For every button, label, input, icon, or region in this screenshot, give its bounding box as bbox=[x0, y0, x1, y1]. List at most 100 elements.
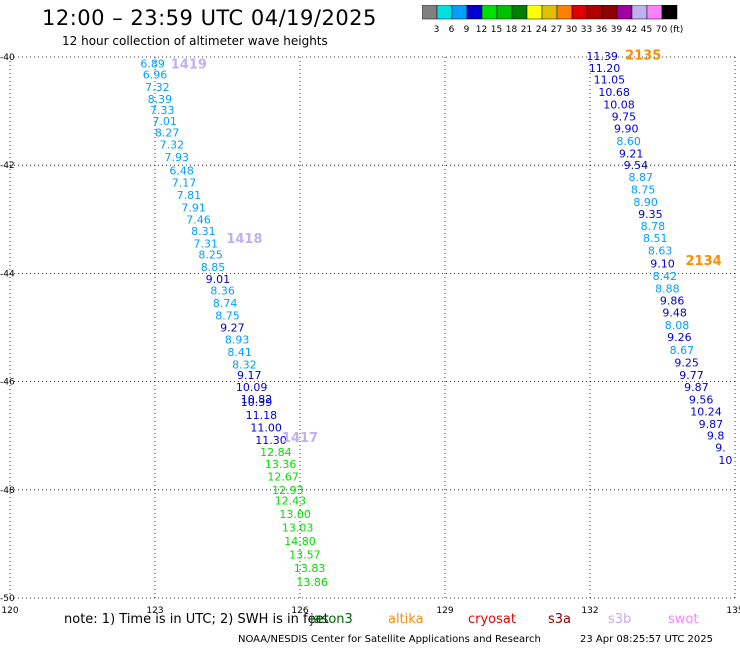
color-scale-label: 42 bbox=[626, 25, 637, 35]
color-scale-label: 70 bbox=[656, 25, 668, 35]
data-point-label: 11.18 bbox=[246, 409, 278, 422]
data-point-label: 10.24 bbox=[690, 405, 722, 418]
data-point-label: 8.67 bbox=[670, 344, 695, 357]
data-point-label: 9.75 bbox=[612, 111, 637, 124]
data-point-label: 9.27 bbox=[220, 322, 245, 335]
data-point-label: 7.81 bbox=[177, 189, 202, 202]
data-point-label: 9.87 bbox=[684, 381, 709, 394]
data-point-label: 8.08 bbox=[665, 319, 690, 332]
data-point-label: 8.85 bbox=[201, 261, 226, 274]
wave-height-plot: 120 123 126 129 132 135 -40 -42 -44 -46 -48 -50 6.89… bbox=[0, 48, 740, 616]
color-scale-label: 27 bbox=[551, 25, 562, 35]
data-point-label: 11.00 bbox=[250, 422, 282, 435]
satellite-legend-item: swot bbox=[668, 612, 699, 627]
data-point-label: 9.26 bbox=[667, 331, 692, 344]
data-point-label: 9.21 bbox=[619, 147, 644, 160]
data-point-label: 7.33 bbox=[150, 104, 175, 117]
data-point-label: 13.86 bbox=[296, 576, 328, 589]
data-point-label: 9.86 bbox=[660, 294, 685, 307]
color-scale-label: 18 bbox=[506, 25, 518, 35]
color-scale-swatch bbox=[661, 5, 678, 20]
data-point-label: 9. bbox=[715, 442, 726, 455]
pass-label: 1419 bbox=[171, 57, 207, 72]
data-point-label: 9.90 bbox=[614, 122, 639, 135]
data-point-label: 7.32 bbox=[160, 139, 185, 152]
satellite-legend-item: jason3 bbox=[310, 612, 353, 627]
data-point-label: 8.75 bbox=[215, 310, 240, 323]
color-scale-label: 6 bbox=[449, 25, 455, 35]
data-point-label: 6.89 bbox=[140, 57, 165, 70]
data-point-label: 9.8 bbox=[707, 430, 725, 443]
data-point-label: 8.75 bbox=[631, 184, 656, 197]
data-point-label: 8.39 bbox=[148, 93, 173, 106]
data-point-label: 7.46 bbox=[186, 213, 211, 226]
footer-timestamp: 23 Apr 08:25:57 UTC 2025 bbox=[580, 634, 713, 645]
footer-credit: NOAA/NESDIS Center for Satellite Applica… bbox=[238, 634, 541, 645]
data-point-label: 10 bbox=[718, 454, 732, 467]
data-point-label: 8.74 bbox=[213, 297, 238, 310]
color-scale-label: 36 bbox=[596, 25, 608, 35]
data-point-label: 9.87 bbox=[699, 418, 724, 431]
data-point-label: 8.42 bbox=[653, 270, 678, 283]
data-point-label: 10.09 bbox=[236, 381, 268, 394]
pass-label: 1417 bbox=[282, 431, 318, 446]
data-point-label: 14.80 bbox=[284, 535, 316, 548]
satellite-legend-item: s3b bbox=[608, 612, 632, 627]
data-point-label: 9.35 bbox=[638, 208, 663, 221]
data-point-label: 8.32 bbox=[232, 358, 257, 371]
data-point-label: 9.01 bbox=[206, 273, 231, 286]
color-scale-label: 15 bbox=[491, 25, 502, 35]
data-point-label: 12.43 bbox=[275, 495, 307, 508]
satellite-legend-item: s3a bbox=[548, 612, 572, 627]
data-point-label: 8.51 bbox=[643, 232, 668, 245]
data-point-label: 10.68 bbox=[598, 86, 630, 99]
data-point-label: 8.93 bbox=[225, 333, 250, 346]
data-point-label: 7.91 bbox=[181, 201, 206, 214]
data-point-label: 9.10 bbox=[650, 258, 675, 271]
y-tick-label: -40 bbox=[0, 53, 15, 63]
data-point-label: 11.05 bbox=[594, 74, 626, 87]
data-point-label: 8.36 bbox=[210, 285, 235, 298]
data-point-label: 10.08 bbox=[603, 99, 635, 112]
satellite-legend-item: cryosat bbox=[468, 612, 516, 627]
data-point-label: 13.03 bbox=[282, 522, 314, 535]
x-tick-label: 132 bbox=[581, 606, 598, 616]
data-point-label: 9.56 bbox=[689, 393, 714, 406]
color-scale-label: 9 bbox=[464, 25, 470, 35]
data-point-label: 12.84 bbox=[260, 446, 292, 459]
y-tick-label: -44 bbox=[0, 269, 15, 279]
data-point-label: 9.48 bbox=[662, 306, 687, 319]
color-scale-label: (ft) bbox=[670, 25, 684, 35]
data-point-label: 9.54 bbox=[624, 159, 649, 172]
data-point-label: 7.01 bbox=[152, 115, 177, 128]
data-point-label: 8.60 bbox=[616, 135, 641, 148]
color-scale-label: 30 bbox=[566, 25, 578, 35]
data-point-label: 7.93 bbox=[165, 151, 190, 164]
data-point-label: 12.93 bbox=[272, 484, 304, 497]
color-scale-label: 21 bbox=[521, 25, 532, 35]
data-point-label: 13.83 bbox=[294, 562, 326, 575]
data-point-label: 13.36 bbox=[265, 458, 297, 471]
x-tick-label: 126 bbox=[291, 606, 308, 616]
data-point-label: 10.82 bbox=[241, 393, 273, 406]
chart-subtitle: 12 hour collection of altimeter wave hei… bbox=[62, 34, 328, 48]
color-scale-label: 45 bbox=[641, 25, 652, 35]
data-point-label: 12.67 bbox=[267, 470, 299, 483]
data-point-label: 9.25 bbox=[674, 357, 699, 370]
y-tick-label: -46 bbox=[0, 378, 15, 388]
data-point-label: 7.17 bbox=[172, 177, 197, 190]
data-point-label: 9.17 bbox=[237, 369, 262, 382]
color-scale-label: 24 bbox=[536, 25, 548, 35]
color-scale-label: 33 bbox=[581, 25, 592, 35]
data-point-label: 7.31 bbox=[194, 238, 219, 251]
data-point-label: 13.00 bbox=[279, 508, 311, 521]
data-point-label: 8.78 bbox=[641, 220, 666, 233]
y-tick-label: -50 bbox=[0, 594, 15, 604]
data-point-label: 11.20 bbox=[589, 62, 621, 75]
data-point-label: 6.48 bbox=[169, 165, 194, 178]
data-point-label: 8.88 bbox=[655, 283, 680, 296]
data-point-label: 13.57 bbox=[289, 549, 321, 562]
satellite-legend-item: altika bbox=[388, 612, 424, 627]
data-point-label: 8.31 bbox=[191, 225, 216, 238]
y-tick-label: -42 bbox=[0, 161, 15, 171]
